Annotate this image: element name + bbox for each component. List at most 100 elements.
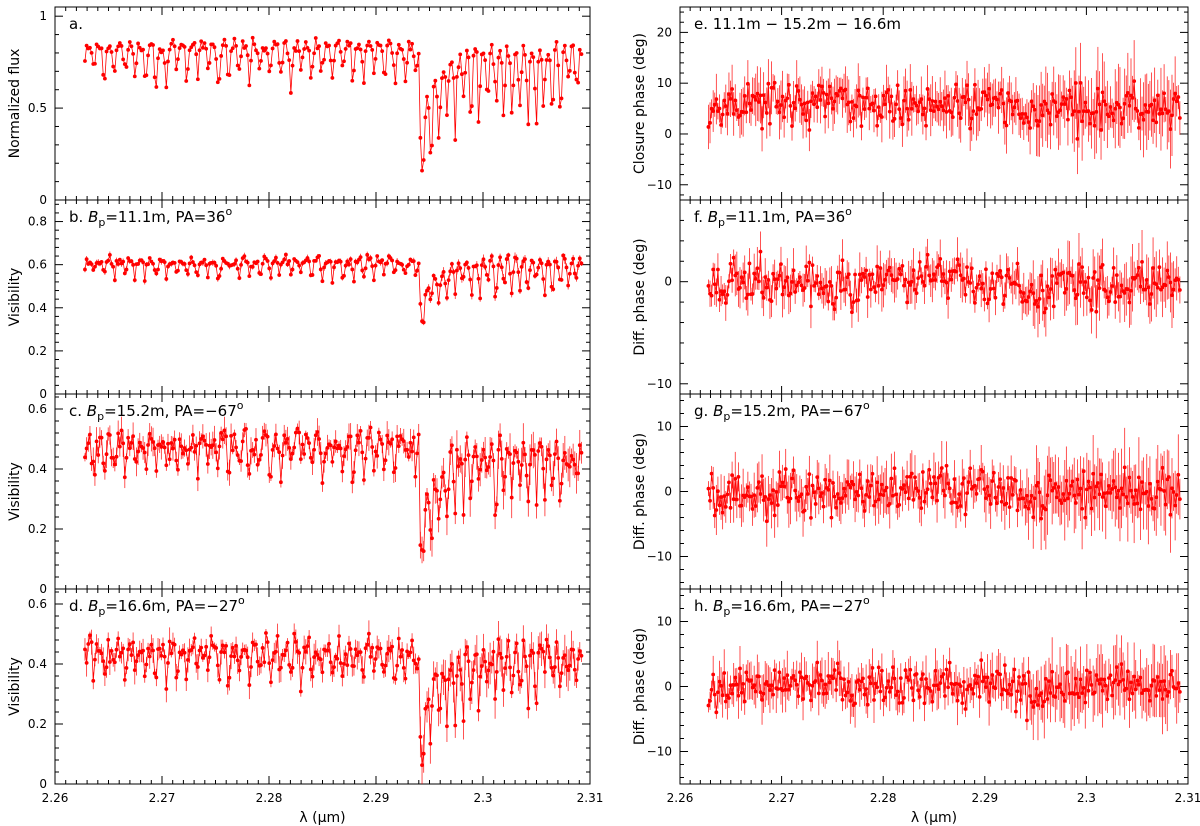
data-point (285, 262, 290, 267)
data-point (933, 481, 938, 486)
data-point (943, 96, 947, 101)
data-point (134, 659, 139, 664)
data-point (297, 49, 302, 54)
data-point (504, 654, 509, 659)
data-point (215, 80, 220, 85)
data-point (498, 651, 502, 656)
data-point (458, 668, 463, 672)
data-point (1151, 266, 1155, 270)
y-tick-label: 0.2 (28, 717, 47, 731)
data-point (411, 435, 416, 440)
data-point (362, 478, 366, 482)
data-point (408, 47, 413, 52)
data-point (200, 260, 205, 265)
data-point (461, 513, 466, 517)
data-point (275, 42, 280, 47)
data-point (247, 274, 252, 279)
data-point (352, 279, 356, 284)
data-point (239, 655, 243, 659)
data-point (533, 684, 537, 689)
data-point (815, 105, 820, 110)
data-point (355, 653, 360, 658)
data-point (391, 63, 396, 68)
data-point (538, 257, 542, 262)
data-point (83, 455, 87, 460)
data-point (205, 66, 210, 71)
data-point (418, 302, 423, 306)
data-point (94, 439, 99, 444)
data-point (1149, 496, 1154, 501)
data-point (539, 444, 544, 449)
data-point (536, 449, 541, 453)
data-point (1135, 109, 1140, 113)
data-point (977, 476, 982, 481)
data-point (451, 681, 456, 686)
data-point (435, 94, 439, 99)
data-point (529, 51, 534, 56)
data-point (1062, 498, 1067, 503)
data-point (117, 444, 122, 449)
data-point (758, 93, 763, 98)
data-point (506, 253, 511, 258)
data-point (1168, 280, 1173, 285)
data-point (1054, 495, 1059, 500)
data-point (998, 477, 1003, 482)
data-point (481, 447, 486, 452)
data-point (1080, 506, 1085, 511)
data-point (554, 259, 559, 264)
data-point (973, 82, 977, 87)
data-point (184, 677, 189, 682)
data-point (552, 452, 557, 457)
data-point (302, 452, 307, 456)
data-point (176, 268, 180, 273)
data-point (1105, 491, 1110, 495)
data-point (911, 97, 916, 102)
data-point (985, 485, 990, 489)
data-point (559, 96, 564, 101)
data-point (182, 262, 187, 266)
data-point (777, 470, 782, 474)
data-point (818, 98, 823, 102)
data-point (1148, 302, 1152, 306)
data-point (363, 266, 368, 271)
data-point (287, 259, 292, 263)
data-point (1113, 485, 1118, 490)
data-point (378, 43, 383, 48)
data-point (1163, 107, 1168, 112)
data-point (192, 636, 197, 641)
data-point (1081, 469, 1086, 474)
data-point (396, 636, 401, 641)
data-point (1017, 497, 1021, 501)
data-point (172, 437, 177, 442)
data-point (1092, 495, 1097, 500)
data-point (1089, 506, 1094, 511)
data-point (433, 276, 438, 281)
panel-b-label: b. Bp=11.1m, PA=36o (69, 205, 232, 229)
data-point (793, 488, 798, 493)
data-point (403, 79, 408, 84)
data-point (426, 106, 431, 110)
data-point (716, 267, 720, 272)
data-point (360, 668, 365, 672)
data-point (1006, 475, 1010, 480)
data-point (783, 467, 788, 471)
data-point (827, 280, 832, 284)
data-point (958, 504, 963, 508)
data-point (938, 473, 943, 478)
data-point (205, 668, 210, 673)
data-point (768, 493, 772, 498)
data-point (862, 275, 867, 279)
data-point (483, 455, 488, 460)
data-point (230, 448, 235, 453)
data-point (132, 457, 137, 461)
data-point (421, 751, 426, 756)
data-point (443, 281, 448, 286)
data-point (908, 87, 913, 92)
data-point (290, 451, 295, 456)
data-point (493, 79, 497, 84)
data-point (300, 665, 305, 670)
data-point (1095, 278, 1100, 283)
data-point (408, 650, 413, 655)
data-point (308, 75, 313, 80)
